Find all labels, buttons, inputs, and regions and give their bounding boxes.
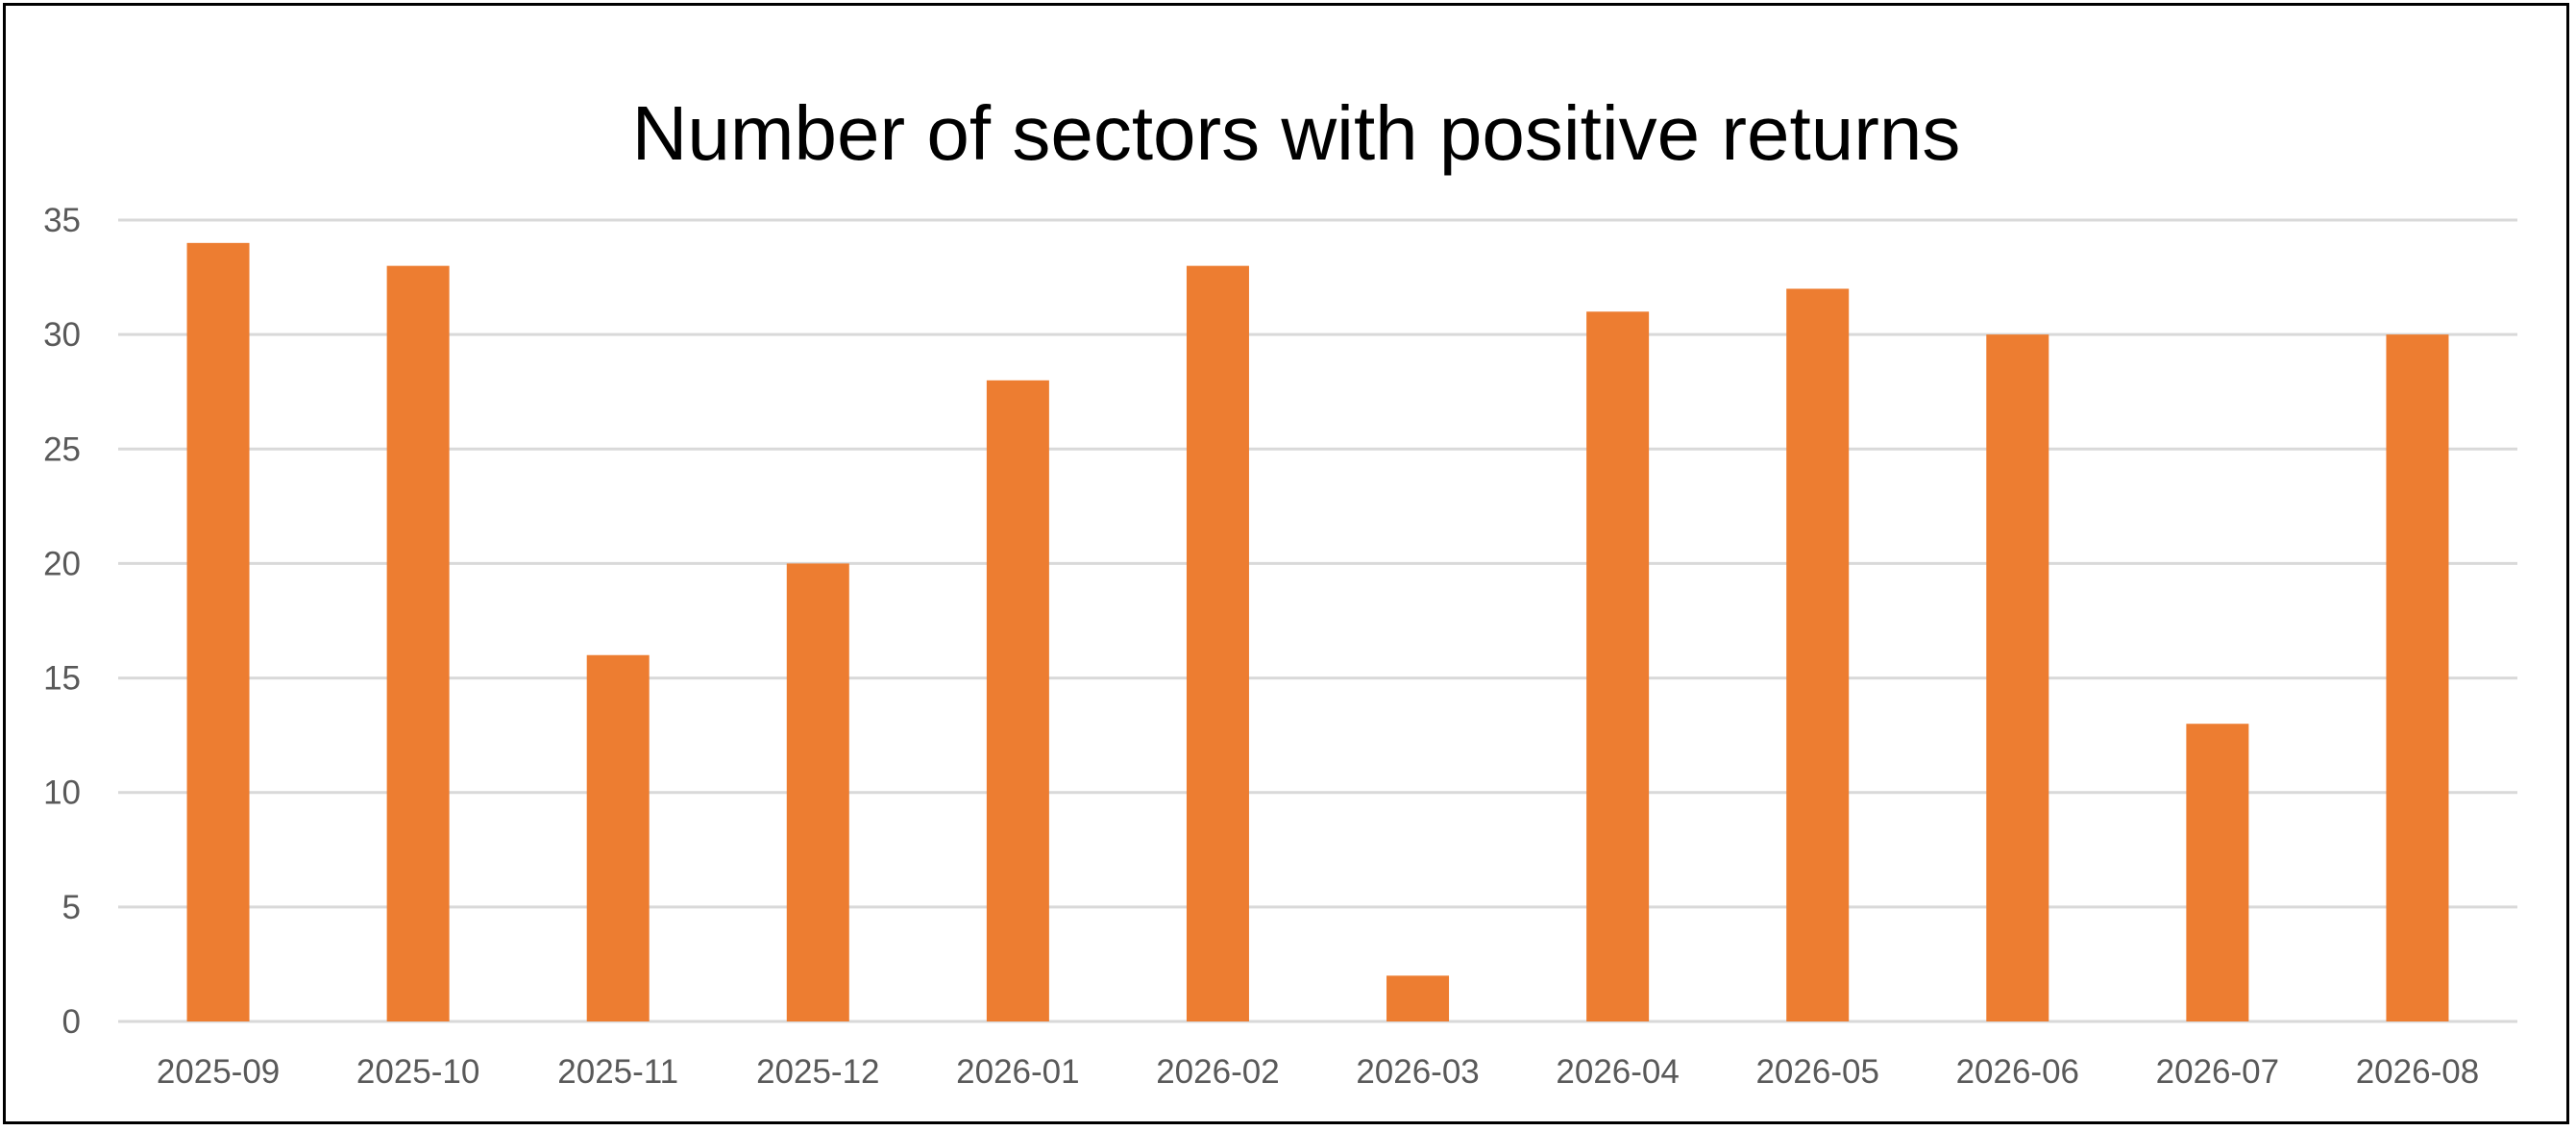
y-tick-label: 5 xyxy=(62,889,81,926)
x-tick-label: 2025-09 xyxy=(157,1053,280,1091)
x-tick-label: 2026-02 xyxy=(1156,1053,1279,1091)
bar-2026-06 xyxy=(1986,334,2049,1022)
y-tick-label: 20 xyxy=(43,545,81,582)
y-tick-label: 10 xyxy=(43,774,81,812)
x-axis-tick-labels: 2025-09 2025-10 2025-11 2025-12 2026-01 2026-… xyxy=(157,1053,2479,1091)
bar-2026-03 xyxy=(1386,975,1450,1021)
bar-2026-01 xyxy=(986,380,1049,1021)
y-axis-tick-labels: 0 5 10 15 20 25 30 35 xyxy=(43,202,81,1041)
x-tick-label: 2026-06 xyxy=(1956,1053,2079,1091)
bar-2026-05 xyxy=(1786,288,1850,1021)
bar-2026-02 xyxy=(1186,265,1249,1022)
x-tick-label: 2026-08 xyxy=(2356,1053,2479,1091)
y-tick-label: 35 xyxy=(43,202,81,239)
bar-2026-08 xyxy=(2386,334,2449,1022)
bar-2026-07 xyxy=(2186,724,2249,1021)
bar-2025-12 xyxy=(786,563,849,1021)
y-tick-label: 15 xyxy=(43,660,81,698)
x-tick-label: 2026-03 xyxy=(1356,1053,1479,1091)
x-tick-label: 2025-10 xyxy=(356,1053,479,1091)
bars xyxy=(186,242,2449,1022)
gridlines xyxy=(118,218,2517,1023)
bar-2025-10 xyxy=(386,265,450,1022)
bar-2025-11 xyxy=(586,654,650,1021)
y-tick-label: 0 xyxy=(62,1003,81,1041)
x-tick-label: 2026-01 xyxy=(956,1053,1079,1091)
chart-title: Number of sectors with positive returns xyxy=(632,90,1961,176)
y-tick-label: 30 xyxy=(43,316,81,354)
x-tick-label: 2026-05 xyxy=(1755,1053,1878,1091)
x-tick-label: 2026-04 xyxy=(1556,1053,1679,1091)
x-tick-label: 2025-11 xyxy=(557,1053,678,1091)
bar-2026-04 xyxy=(1586,311,1650,1021)
y-tick-label: 25 xyxy=(43,430,81,468)
x-tick-label: 2026-07 xyxy=(2156,1053,2279,1091)
x-tick-label: 2025-12 xyxy=(756,1053,879,1091)
bar-2025-09 xyxy=(186,242,250,1022)
